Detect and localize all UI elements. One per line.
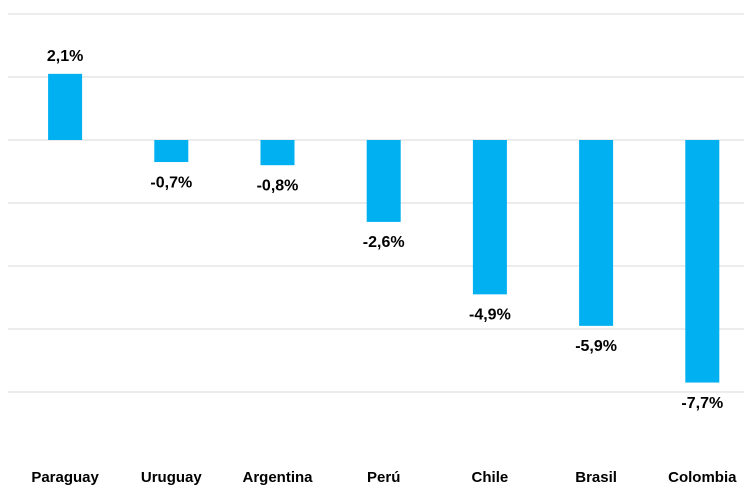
x-tick-label: Chile — [472, 469, 509, 486]
x-tick-label: Perú — [367, 469, 400, 486]
value-label: -0,7% — [150, 174, 192, 191]
bar — [154, 140, 189, 163]
x-tick-label: Brasil — [575, 469, 617, 486]
value-label: -4,9% — [469, 307, 511, 324]
x-tick-label: Uruguay — [141, 469, 203, 486]
x-tick-label: Paraguay — [31, 469, 99, 486]
value-label: -7,7% — [681, 395, 723, 412]
bar — [685, 140, 720, 383]
x-tick-label: Argentina — [242, 469, 313, 486]
bar — [472, 140, 507, 295]
value-label: 2,1% — [47, 48, 83, 65]
value-label: -2,6% — [363, 234, 405, 251]
bar — [260, 140, 295, 166]
bar — [579, 140, 614, 326]
bar — [48, 73, 83, 140]
x-tick-label: Colombia — [668, 469, 737, 486]
bar — [366, 140, 401, 222]
value-label: -5,9% — [575, 338, 617, 355]
value-label: -0,8% — [257, 177, 299, 194]
